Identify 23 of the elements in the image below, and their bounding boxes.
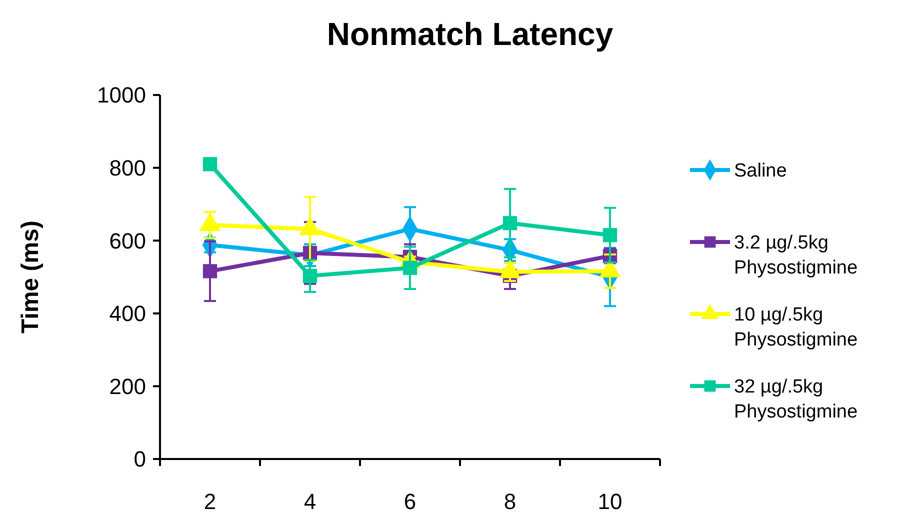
- y-tick-label: 200: [109, 374, 146, 399]
- y-axis-title: Time (ms): [17, 220, 44, 334]
- x-tick-label: 6: [404, 489, 416, 514]
- y-tick-label: 1000: [97, 82, 146, 108]
- y-tick-label: 0: [134, 446, 146, 472]
- point: [202, 157, 218, 172]
- legend-label: 10 µg/.5kg Physostigmine: [734, 304, 858, 350]
- y-tick-label: 600: [109, 228, 146, 254]
- legend-label: 32 µg/.5kg Physostigmine: [734, 376, 858, 422]
- point: [602, 228, 618, 242]
- x-tick-label: 2: [204, 489, 216, 514]
- point: [502, 216, 518, 230]
- y-tick-label: 400: [109, 301, 146, 326]
- x-tick-label: 4: [304, 489, 316, 514]
- x-tick-label: 10: [598, 489, 622, 514]
- x-tick-label: 8: [504, 489, 516, 514]
- chart-title: Nonmatch Latency: [326, 16, 614, 52]
- point: [402, 260, 418, 275]
- point: [202, 264, 218, 278]
- legend-label: 3.2 µg/.5kg Physostigmine: [734, 232, 858, 278]
- point: [302, 268, 318, 283]
- y-tick-label: 800: [109, 156, 146, 180]
- legend-label: Saline: [734, 160, 787, 182]
